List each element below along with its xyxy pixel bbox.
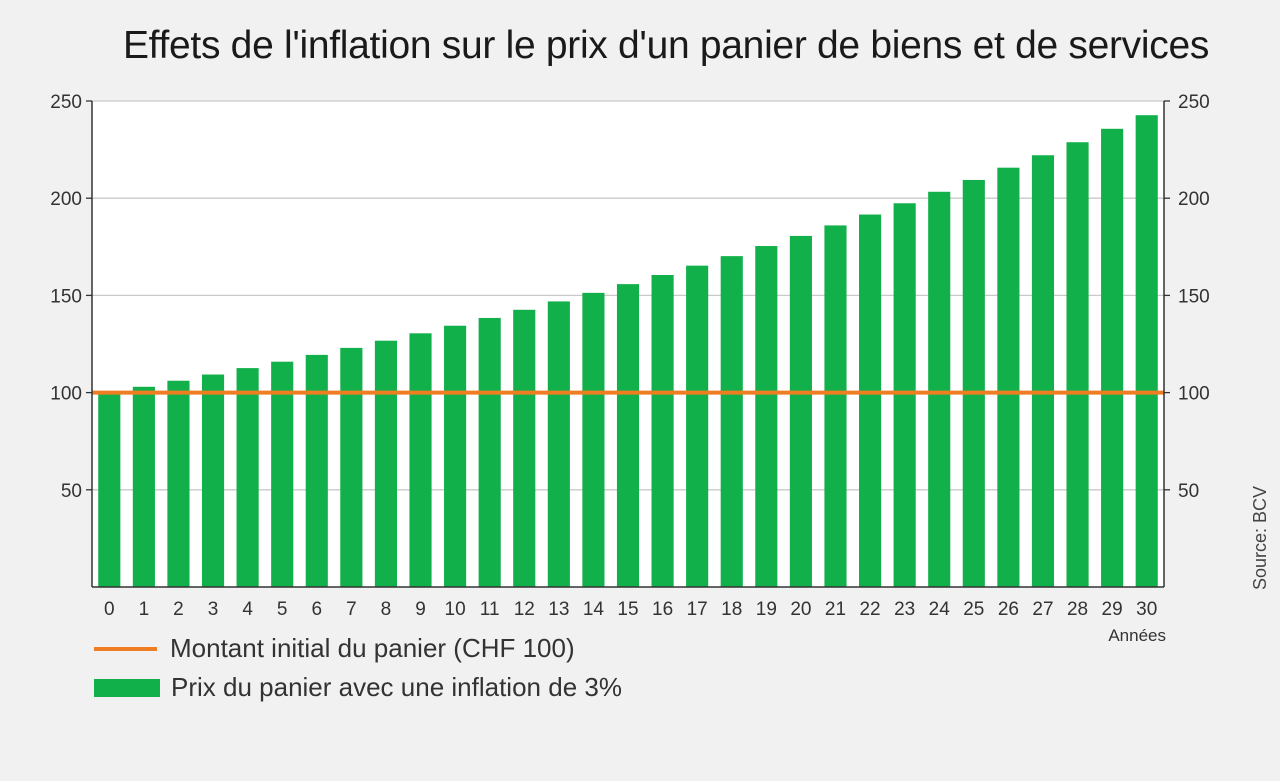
x-tick-label-3: 3 xyxy=(208,599,219,620)
bar-24 xyxy=(928,191,951,588)
bar-8 xyxy=(374,340,398,587)
x-tick-label-23: 23 xyxy=(894,599,915,620)
x-tick-label-4: 4 xyxy=(242,599,253,620)
x-tick-label-5: 5 xyxy=(277,599,288,620)
x-tick-label-2: 2 xyxy=(173,599,184,620)
x-tick-label-22: 22 xyxy=(859,599,880,620)
x-tick-label-11: 11 xyxy=(480,599,500,620)
bar-10 xyxy=(444,325,467,587)
bar-29 xyxy=(1101,128,1124,587)
y-tick-label-right-100: 100 xyxy=(1178,384,1210,405)
bar-series xyxy=(98,115,1158,588)
x-tick-label-6: 6 xyxy=(311,599,322,620)
y-tick-label-right-250: 250 xyxy=(1178,92,1210,113)
x-tick-label-8: 8 xyxy=(381,599,392,620)
x-tick-label-7: 7 xyxy=(346,599,357,620)
y-tick-label-left-50: 50 xyxy=(61,481,82,502)
bar-1 xyxy=(132,386,155,587)
x-tick-label-25: 25 xyxy=(963,599,984,620)
bar-26 xyxy=(997,167,1020,587)
bar-14 xyxy=(582,292,605,587)
legend-item-inflation: Prix du panier avec une inflation de 3% xyxy=(94,672,622,703)
bar-9 xyxy=(409,333,432,587)
x-axis-ticks: 0 1 2 3 4 5 6 7 8 9 10 11 12 13 14 15 16 17 18 19 20 21 22 23 24… xyxy=(104,599,1157,620)
bar-20 xyxy=(789,235,812,587)
legend-label-initial: Montant initial du panier (CHF 100) xyxy=(170,633,575,663)
x-tick-label-10: 10 xyxy=(445,599,466,620)
x-tick-label-9: 9 xyxy=(415,599,426,620)
x-tick-label-12: 12 xyxy=(514,599,535,620)
bar-2 xyxy=(167,380,190,587)
x-axis-label: Années xyxy=(1108,626,1166,645)
x-tick-label-27: 27 xyxy=(1032,599,1053,620)
bar-17 xyxy=(686,265,709,587)
legend-swatch-orange-line xyxy=(94,646,157,651)
x-tick-label-18: 18 xyxy=(721,599,742,620)
bar-12 xyxy=(513,309,536,587)
x-tick-label-19: 19 xyxy=(756,599,777,620)
x-tick-label-29: 29 xyxy=(1102,599,1123,620)
legend-item-initial: Montant initial du panier (CHF 100) xyxy=(94,633,575,664)
bar-19 xyxy=(755,246,778,587)
y-axis-left-ticks: 50 100 150 200 250 xyxy=(50,92,92,502)
bar-11 xyxy=(478,317,501,587)
x-tick-label-20: 20 xyxy=(790,599,811,620)
y-tick-label-right-50: 50 xyxy=(1178,481,1199,502)
y-tick-label-left-100: 100 xyxy=(50,384,82,405)
bar-3 xyxy=(201,374,225,587)
bar-25 xyxy=(962,179,985,588)
bar-15 xyxy=(616,284,640,587)
x-tick-label-13: 13 xyxy=(548,599,569,620)
y-axis-right-ticks: 50 100 150 200 250 xyxy=(1164,92,1210,502)
x-tick-label-0: 0 xyxy=(104,599,115,620)
bar-18 xyxy=(720,256,743,587)
x-tick-label-16: 16 xyxy=(652,599,673,620)
x-tick-label-28: 28 xyxy=(1067,599,1088,620)
x-tick-label-14: 14 xyxy=(583,599,605,620)
bar-6 xyxy=(305,354,328,587)
x-tick-label-24: 24 xyxy=(929,599,951,620)
bar-27 xyxy=(1031,155,1055,587)
legend-label-inflation: Prix du panier avec une inflation de 3% xyxy=(171,672,622,702)
bar-4 xyxy=(236,368,259,587)
bar-30 xyxy=(1135,115,1158,588)
chart-title: Effets de l'inflation sur le prix d'un p… xyxy=(122,24,1210,67)
x-tick-label-21: 21 xyxy=(825,599,846,620)
bar-5 xyxy=(271,361,294,587)
bar-13 xyxy=(547,301,570,587)
x-tick-label-15: 15 xyxy=(617,599,638,620)
y-tick-label-left-250: 250 xyxy=(50,92,82,113)
bar-22 xyxy=(858,214,882,587)
bar-0 xyxy=(98,392,121,587)
x-tick-label-17: 17 xyxy=(687,599,708,620)
bar-23 xyxy=(893,203,916,587)
legend-swatch-green-bar xyxy=(94,678,160,697)
y-tick-label-left-150: 150 xyxy=(50,286,82,307)
x-tick-label-1: 1 xyxy=(139,599,150,620)
source-note: Source: BCV xyxy=(1250,485,1270,590)
x-tick-label-30: 30 xyxy=(1136,599,1157,620)
axes xyxy=(91,101,1165,588)
y-tick-label-right-200: 200 xyxy=(1178,189,1210,210)
bar-7 xyxy=(340,347,363,587)
y-tick-label-left-200: 200 xyxy=(50,189,82,210)
bar-16 xyxy=(651,274,674,587)
bar-21 xyxy=(824,225,847,587)
x-tick-label-26: 26 xyxy=(998,599,1019,620)
bar-28 xyxy=(1066,142,1089,587)
y-tick-label-right-150: 150 xyxy=(1178,286,1210,307)
